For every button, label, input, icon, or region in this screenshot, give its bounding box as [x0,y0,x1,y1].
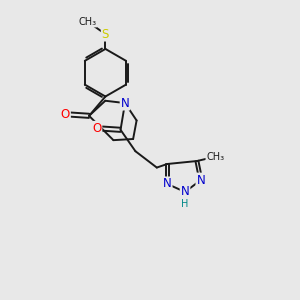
Text: N: N [121,97,129,110]
Text: CH₃: CH₃ [79,16,97,27]
Text: N: N [196,173,205,187]
Text: N: N [181,185,189,198]
Text: CH₃: CH₃ [206,152,224,162]
Text: O: O [92,122,101,135]
Text: N: N [163,177,172,190]
Text: H: H [182,200,189,209]
Text: O: O [61,108,70,121]
Text: S: S [102,28,109,40]
